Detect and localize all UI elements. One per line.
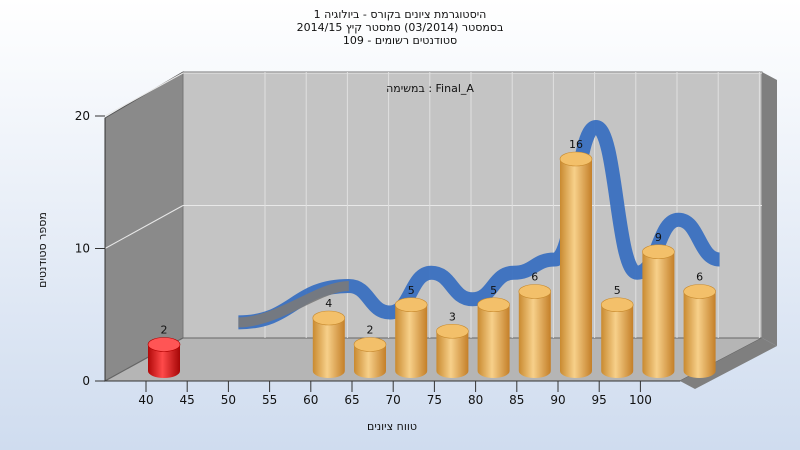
- bar-top: [559, 151, 593, 167]
- bar-value-label: 9: [655, 231, 662, 244]
- x-tick-label: 55: [262, 393, 277, 407]
- bar-top: [683, 284, 716, 299]
- bar-value-label: 5: [408, 284, 415, 297]
- bar-value-label: 4: [325, 297, 332, 310]
- bar-value-label: 5: [614, 284, 621, 297]
- bar-value-label: 2: [161, 324, 168, 337]
- y-tick-label: 0: [82, 374, 90, 388]
- bar-value-label: 6: [531, 271, 538, 284]
- chart-title: היסטוגרמת ציונים בקורס - ביולוגיה 1 בסמס…: [0, 8, 800, 47]
- bar-body: [477, 304, 510, 379]
- x-tick-label: 90: [550, 393, 565, 407]
- bar-body: [518, 291, 551, 379]
- y-axis-label: מספר סטודנטים: [36, 212, 49, 288]
- bars: 2 4 2 5 3 5 6 16 5 9 6: [147, 138, 716, 379]
- bar-top: [394, 297, 428, 313]
- x-axis-ticks: 40 45 50 55 60 65 70 75 80 85 90 95 100: [138, 381, 652, 407]
- frequency-curve-start: [238, 281, 350, 328]
- x-tick-label: 40: [138, 393, 153, 407]
- bar-70: 5: [394, 284, 428, 379]
- bar-top: [312, 310, 346, 326]
- bar-body: [148, 344, 180, 378]
- bar-body: [312, 318, 345, 379]
- x-tick-label: 100: [629, 393, 652, 407]
- x-tick-label: 70: [386, 393, 401, 407]
- y-axis-ticks: 0 10 20: [75, 109, 105, 388]
- bar-top: [477, 297, 510, 313]
- x-tick-label: 65: [344, 393, 359, 407]
- bar-body: [601, 304, 634, 379]
- chart-annotation: במשימה : Final_A: [386, 82, 474, 95]
- bar-top: [642, 244, 675, 260]
- bar-90: 16: [559, 138, 593, 378]
- x-tick-label: 45: [180, 393, 195, 407]
- bar-value-label: 3: [449, 310, 456, 323]
- bar-60: 4: [312, 297, 346, 379]
- y-tick-label: 20: [75, 109, 90, 123]
- title-line-3: סטודנטים רשומים - 109: [342, 34, 458, 47]
- bar-top: [518, 284, 552, 299]
- x-tick-label: 80: [468, 393, 483, 407]
- bar-105: 6: [683, 271, 716, 379]
- bar-75: 3: [436, 310, 469, 379]
- x-tick-label: 95: [592, 393, 607, 407]
- back-wall-edge: [762, 72, 777, 346]
- x-axis-label: טווח ציונים: [367, 420, 417, 433]
- bar-85: 6: [518, 271, 552, 379]
- bar-top: [600, 297, 634, 313]
- bar-value-label: 16: [569, 138, 583, 151]
- grid-line: [104, 205, 184, 249]
- x-tick-label: 85: [509, 393, 524, 407]
- grid-line: [104, 72, 184, 117]
- bar-body: [354, 344, 386, 378]
- bar-body: [683, 291, 716, 379]
- bar-value-label: 6: [696, 271, 703, 284]
- bar-body: [560, 159, 592, 378]
- bar-body: [436, 331, 469, 379]
- x-tick-label: 75: [427, 393, 442, 407]
- bar-40: 2: [147, 324, 181, 378]
- bar-65: 2: [353, 324, 387, 378]
- bar-body: [395, 304, 428, 379]
- x-tick-label: 60: [303, 393, 318, 407]
- bar-top: [353, 337, 387, 352]
- title-line-2: בסמסטר (03/2014) סמסטר קיץ 2014/15: [296, 21, 504, 34]
- bar-value-label: 5: [490, 284, 497, 297]
- y-tick-label: 10: [75, 242, 90, 256]
- title-line-1: היסטוגרמת ציונים בקורס - ביולוגיה 1: [313, 8, 487, 21]
- bar-80: 5: [477, 284, 510, 379]
- bar-value-label: 2: [367, 324, 374, 337]
- x-tick-label: 50: [221, 393, 236, 407]
- bar-body: [642, 251, 675, 379]
- bar-top: [147, 337, 181, 352]
- bar-top: [436, 323, 469, 339]
- bar-95: 5: [600, 284, 634, 379]
- bar-100: 9: [642, 231, 675, 379]
